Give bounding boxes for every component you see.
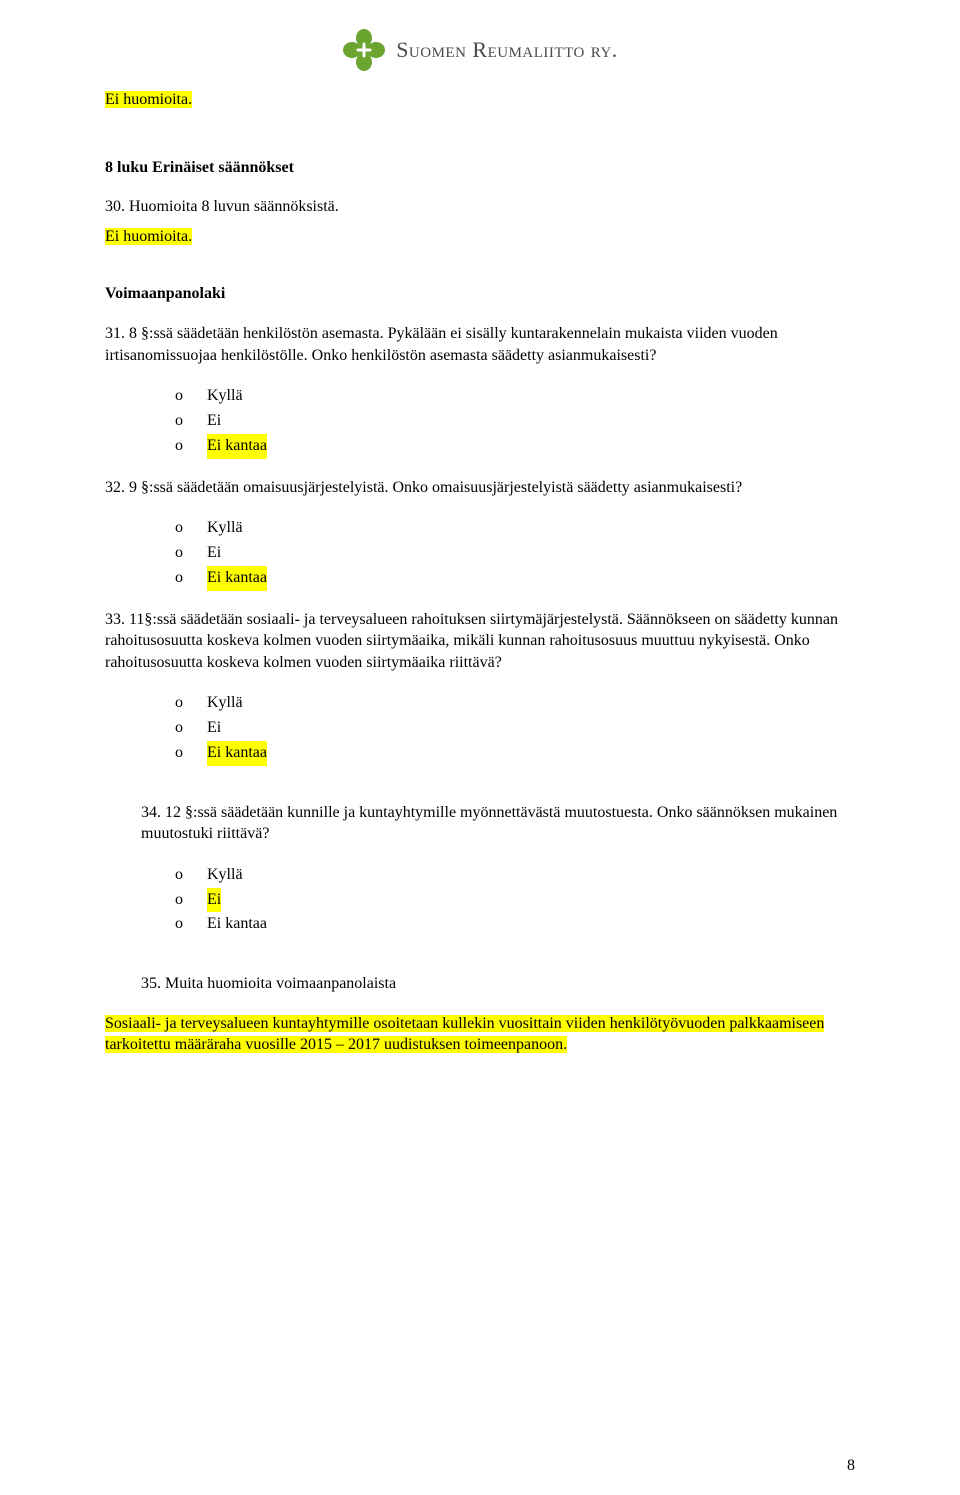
option-marker: o bbox=[175, 863, 189, 888]
option-marker: o bbox=[175, 409, 189, 434]
option-ei-kantaa: Ei kantaa bbox=[207, 741, 267, 766]
option-ei-kantaa: Ei kantaa bbox=[207, 912, 267, 937]
q34: 34. 12 §:ssä säädetään kunnille ja kunta… bbox=[141, 802, 855, 845]
option-marker: o bbox=[175, 516, 189, 541]
q30: 30. Huomioita 8 luvun säännöksistä. bbox=[105, 196, 855, 218]
options-q33: o Kyllä o Ei o Ei kantaa bbox=[175, 691, 855, 765]
options-q34: o Kyllä o Ei o Ei kantaa bbox=[175, 863, 855, 937]
option-kylla: Kyllä bbox=[207, 384, 243, 409]
option-ei: Ei bbox=[207, 716, 221, 741]
option-marker: o bbox=[175, 912, 189, 937]
option-marker: o bbox=[175, 716, 189, 741]
header-logo: Suomen Reumaliitto ry. bbox=[105, 28, 855, 77]
option-marker: o bbox=[175, 434, 189, 459]
options-q32: o Kyllä o Ei o Ei kantaa bbox=[175, 516, 855, 590]
page-number: 8 bbox=[847, 1457, 855, 1475]
option-marker: o bbox=[175, 691, 189, 716]
q33: 33. 11§:ssä säädetään sosiaali- ja terve… bbox=[105, 609, 855, 674]
q35: 35. Muita huomioita voimaanpanolaista bbox=[141, 973, 855, 995]
no-notes-1: Ei huomioita. bbox=[105, 89, 855, 111]
q32: 32. 9 §:ssä säädetään omaisuusjärjestely… bbox=[105, 477, 855, 499]
option-ei: Ei bbox=[207, 888, 221, 913]
q34-block: 34. 12 §:ssä säädetään kunnille ja kunta… bbox=[141, 802, 855, 938]
option-ei-kantaa: Ei kantaa bbox=[207, 434, 267, 459]
option-marker: o bbox=[175, 566, 189, 591]
voimaanpanolaki-title: Voimaanpanolaki bbox=[105, 283, 855, 305]
q31: 31. 8 §:ssä säädetään henkilöstön asemas… bbox=[105, 323, 855, 366]
option-marker: o bbox=[175, 888, 189, 913]
option-marker: o bbox=[175, 741, 189, 766]
option-kylla: Kyllä bbox=[207, 691, 243, 716]
option-ei: Ei bbox=[207, 409, 221, 434]
option-kylla: Kyllä bbox=[207, 863, 243, 888]
org-name: Suomen Reumaliitto ry. bbox=[396, 37, 618, 63]
option-kylla: Kyllä bbox=[207, 516, 243, 541]
chapter8-title: 8 luku Erinäiset säännökset bbox=[105, 157, 855, 179]
option-ei-kantaa: Ei kantaa bbox=[207, 566, 267, 591]
clover-icon bbox=[342, 28, 386, 72]
option-marker: o bbox=[175, 384, 189, 409]
no-notes-2: Ei huomioita. bbox=[105, 226, 855, 248]
logo-wrap: Suomen Reumaliitto ry. bbox=[342, 28, 618, 72]
q35-block: 35. Muita huomioita voimaanpanolaista bbox=[141, 973, 855, 995]
options-q31: o Kyllä o Ei o Ei kantaa bbox=[175, 384, 855, 458]
option-marker: o bbox=[175, 541, 189, 566]
footnote: Sosiaali- ja terveysalueen kuntayhtymill… bbox=[105, 1013, 855, 1056]
option-ei: Ei bbox=[207, 541, 221, 566]
